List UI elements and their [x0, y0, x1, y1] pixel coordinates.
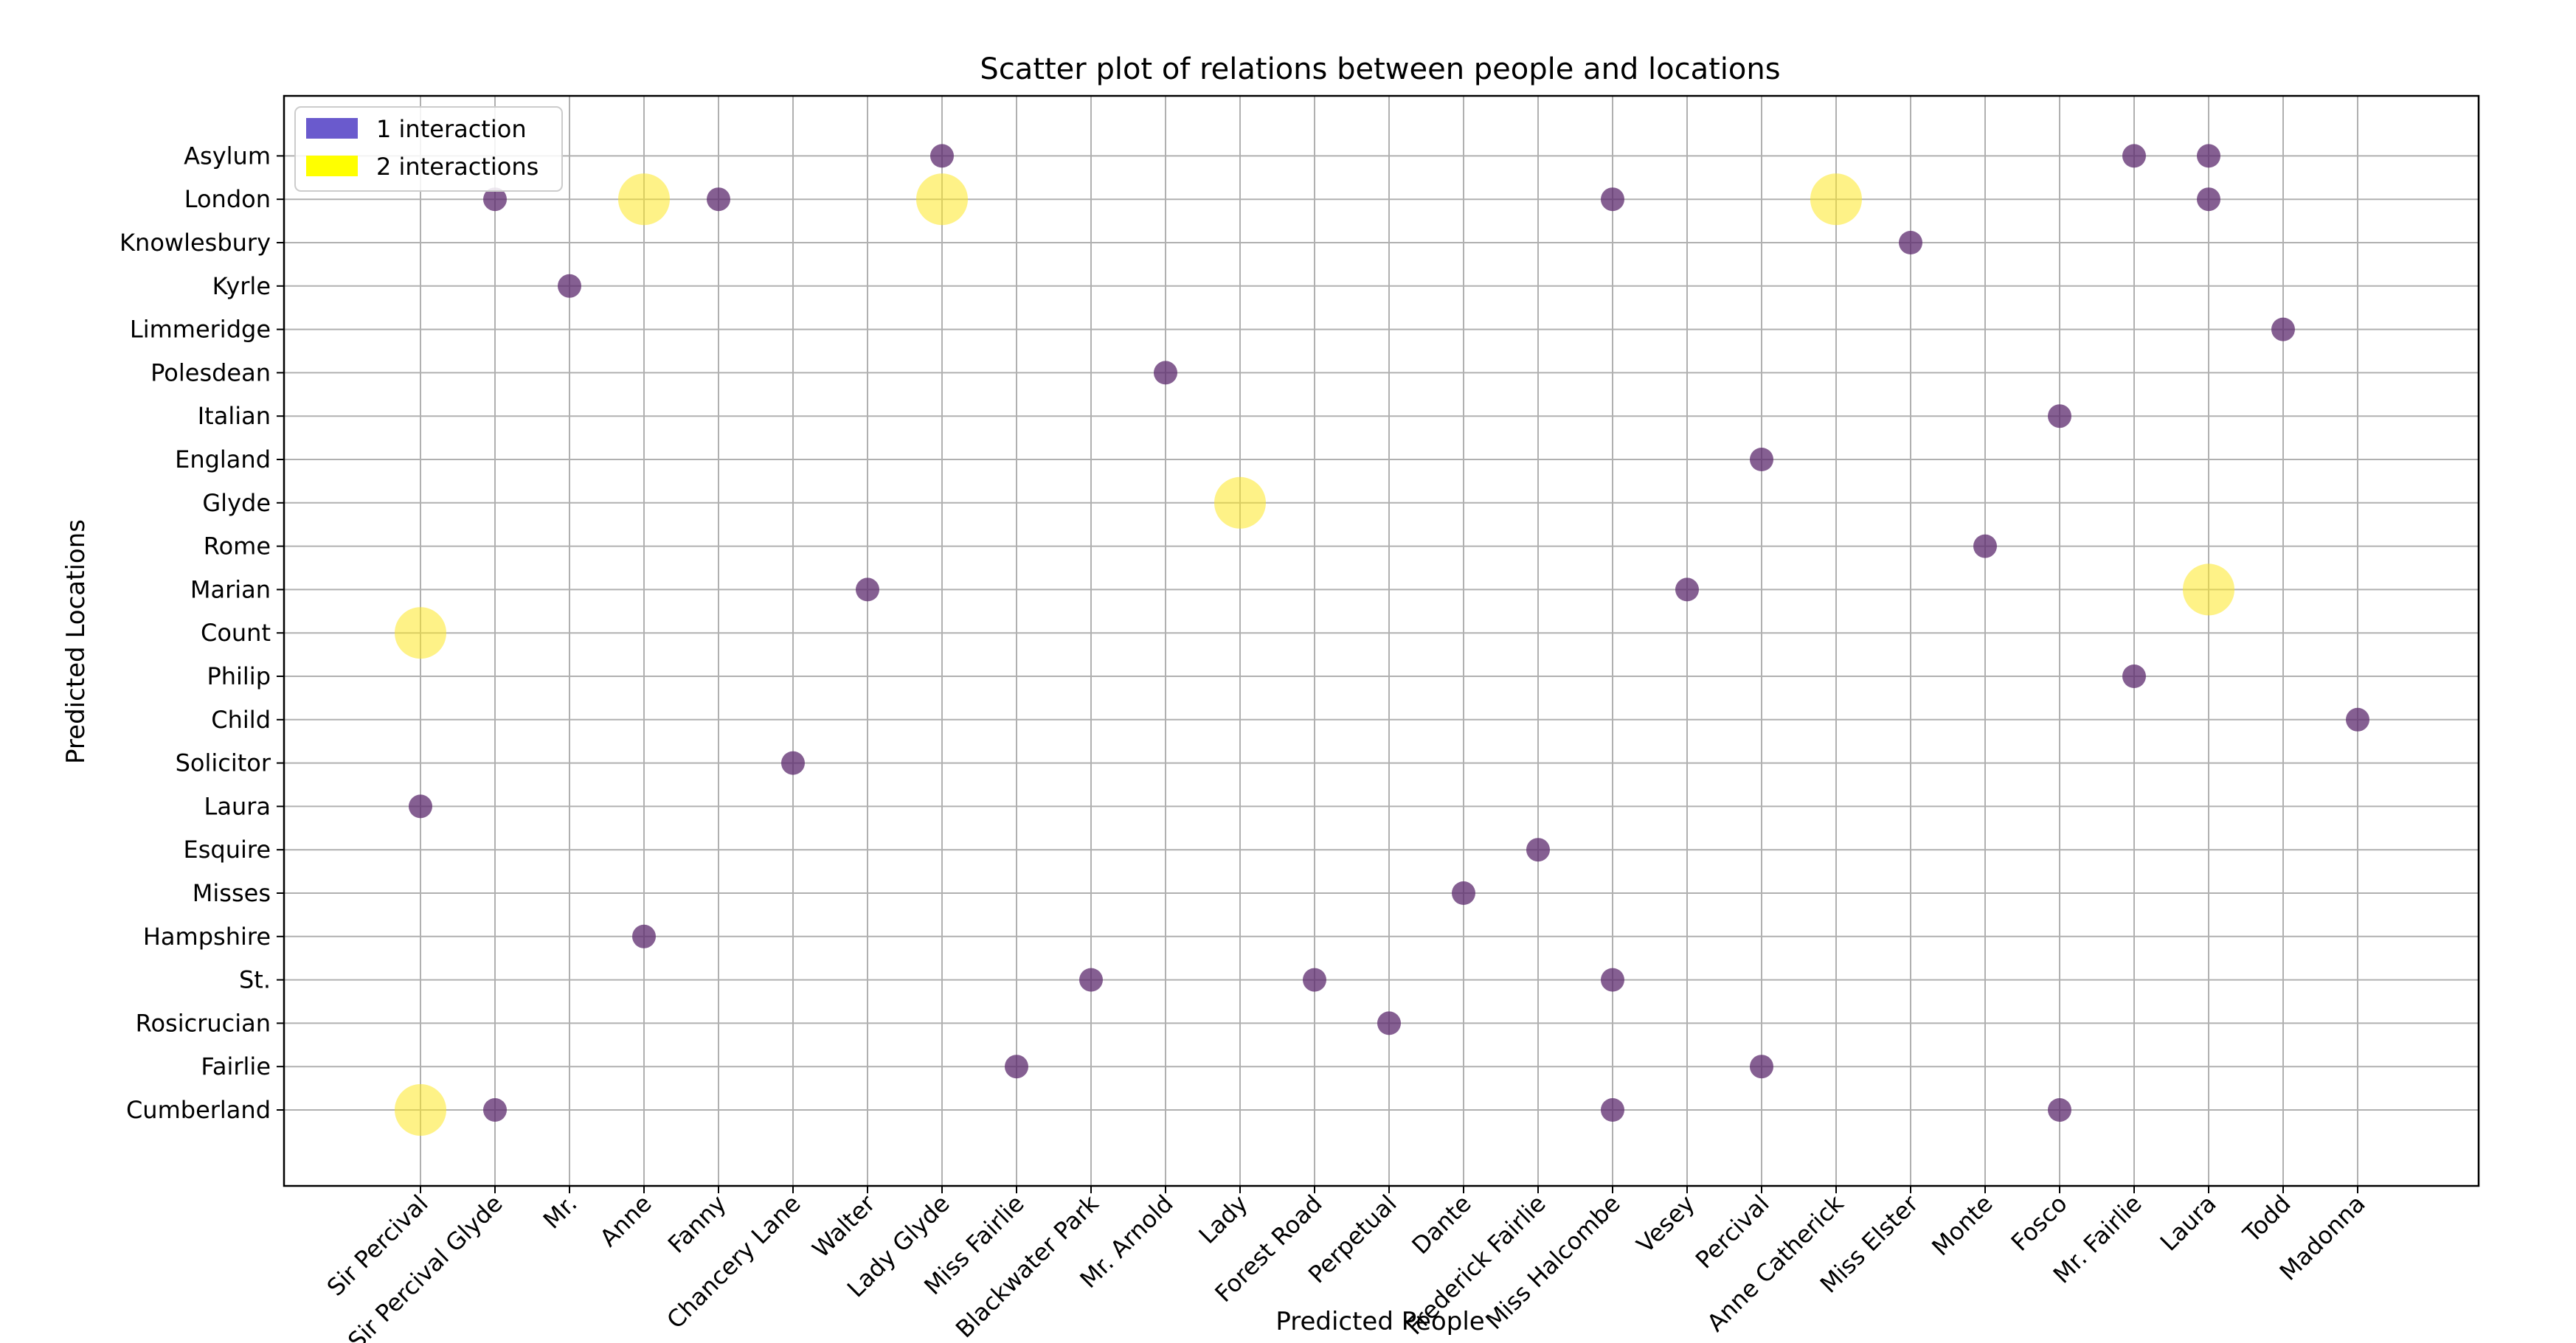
data-points — [395, 144, 2369, 1136]
data-point-madonna-child — [2346, 707, 2369, 732]
chart-title: Scatter plot of relations between people… — [980, 52, 1780, 86]
y-tick-label-laura: Laura — [204, 792, 271, 820]
x-axis-label: Predicted People — [1275, 1307, 1484, 1336]
y-tick-label-limmeridge: Limmeridge — [130, 316, 271, 344]
y-tick-label-glyde: Glyde — [202, 489, 271, 517]
data-point-laura-london — [2197, 187, 2220, 212]
grid-lines — [284, 96, 2479, 1186]
y-tick-label-italian: Italian — [198, 402, 271, 430]
y-tick-label-kyrle: Kyrle — [212, 272, 271, 300]
y-axis-ticks: Cumberland Fairlie Rosicrucian St. Hampshire… — [120, 142, 284, 1124]
data-point-percival-england — [1750, 448, 1773, 471]
data-point-forest-road-st — [1303, 968, 1326, 992]
data-point-anne-london — [618, 173, 670, 226]
data-point-sir-percival-cumberland — [395, 1084, 446, 1136]
data-point-vesey-marian — [1675, 577, 1699, 602]
data-point-anne-catherick-london — [1810, 173, 1862, 226]
data-point-fosco-cumberland — [2048, 1098, 2071, 1122]
data-point-mr-fairlie-asylum — [2122, 144, 2146, 168]
data-point-sir-percival-glyde-london — [483, 187, 507, 212]
data-point-laura-asylum — [2197, 144, 2220, 168]
data-point-fanny-london — [707, 187, 730, 212]
y-tick-label-count: Count — [201, 619, 271, 647]
legend-frame — [294, 106, 563, 192]
data-point-mr-fairlie-philip — [2122, 664, 2146, 688]
y-tick-label-philip: Philip — [207, 662, 271, 690]
legend: 1 interaction 2 interactions — [294, 106, 563, 192]
y-tick-label-england: England — [175, 445, 271, 473]
data-point-miss-halcombe-cumberland — [1601, 1098, 1624, 1122]
data-point-miss-halcombe-st — [1601, 968, 1624, 992]
y-tick-label-hampshire: Hampshire — [143, 923, 271, 951]
data-point-sir-percival-glyde-cumberland — [483, 1098, 507, 1122]
y-tick-label-child: Child — [211, 706, 271, 734]
data-point-dante-misses — [1452, 881, 1475, 905]
data-point-sir-percival-laura — [409, 794, 432, 819]
legend-label-1: 1 interaction — [376, 115, 527, 143]
data-point-lady-glyde-asylum — [930, 144, 954, 168]
y-tick-label-london: London — [184, 185, 271, 213]
legend-label-2: 2 interactions — [376, 153, 539, 181]
data-point-monte-rome — [1973, 534, 1997, 558]
y-tick-label-rosicrucian: Rosicrucian — [136, 1009, 271, 1037]
y-tick-label-fairlie: Fairlie — [201, 1052, 271, 1080]
data-point-walter-marian — [856, 577, 879, 602]
data-point-lady-glyde-london — [916, 173, 968, 226]
y-tick-label-solicitor: Solicitor — [176, 749, 271, 777]
y-tick-label-cumberland: Cumberland — [126, 1096, 271, 1124]
data-point-blackwater-park-st — [1079, 968, 1103, 992]
data-point-percival-fairlie — [1750, 1055, 1773, 1079]
y-axis-label: Predicted Locations — [61, 519, 91, 764]
y-tick-label-misses: Misses — [193, 879, 271, 907]
data-point-mr-kyrle — [558, 274, 581, 298]
data-point-lady-glyde — [1214, 476, 1266, 529]
y-tick-label-rome: Rome — [204, 532, 271, 561]
data-point-sir-percival-count — [395, 607, 446, 659]
data-point-frederick-fairlie-esquire — [1526, 838, 1550, 862]
data-point-mr-arnold-polesdean — [1154, 361, 1177, 385]
y-tick-label-asylum: Asylum — [184, 142, 271, 170]
data-point-laura-marian — [2183, 563, 2234, 616]
y-tick-label-polesdean: Polesdean — [150, 358, 271, 386]
y-tick-label-knowlesbury: Knowlesbury — [120, 229, 271, 257]
y-tick-label-st: St. — [239, 966, 271, 994]
plot-frame — [283, 94, 2480, 1187]
data-point-miss-halcombe-london — [1601, 187, 1624, 212]
data-point-todd-limmeridge — [2271, 317, 2295, 341]
data-point-perpetual-rosicrucian — [1377, 1011, 1401, 1035]
data-point-chancery-lane-solicitor — [781, 751, 805, 775]
data-point-miss-elster-knowlesbury — [1899, 231, 1922, 254]
legend-swatch-1 — [306, 118, 358, 139]
y-tick-label-esquire: Esquire — [183, 836, 271, 864]
data-point-anne-hampshire — [632, 924, 656, 948]
legend-swatch-2 — [306, 156, 358, 176]
y-tick-label-marian: Marian — [190, 575, 271, 603]
data-point-fosco-italian — [2048, 404, 2071, 428]
data-point-miss-fairlie-fairlie — [1005, 1055, 1028, 1079]
